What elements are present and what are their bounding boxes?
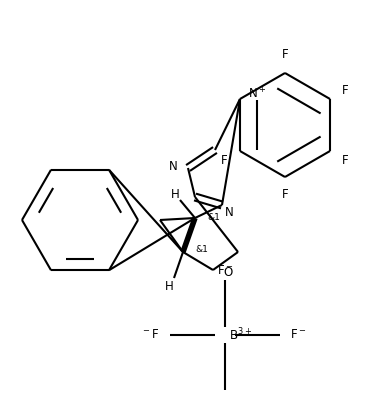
Text: H: H: [171, 187, 180, 200]
Text: &1: &1: [207, 213, 220, 222]
Text: O: O: [223, 266, 232, 279]
Text: F$^-$: F$^-$: [290, 329, 307, 342]
Text: $^-$F: $^-$F: [142, 329, 160, 342]
Text: F$^-$: F$^-$: [217, 263, 233, 277]
Text: &1: &1: [195, 246, 208, 255]
Text: N: N: [169, 160, 178, 173]
Text: H: H: [165, 279, 173, 292]
Text: F: F: [221, 154, 228, 167]
Text: F: F: [282, 48, 288, 61]
Text: N$^+$: N$^+$: [248, 86, 267, 102]
Text: F: F: [342, 154, 349, 167]
Text: N: N: [225, 206, 234, 220]
Text: F: F: [342, 83, 349, 97]
Text: B$^{3+}$: B$^{3+}$: [229, 327, 252, 343]
Text: F: F: [282, 189, 288, 202]
